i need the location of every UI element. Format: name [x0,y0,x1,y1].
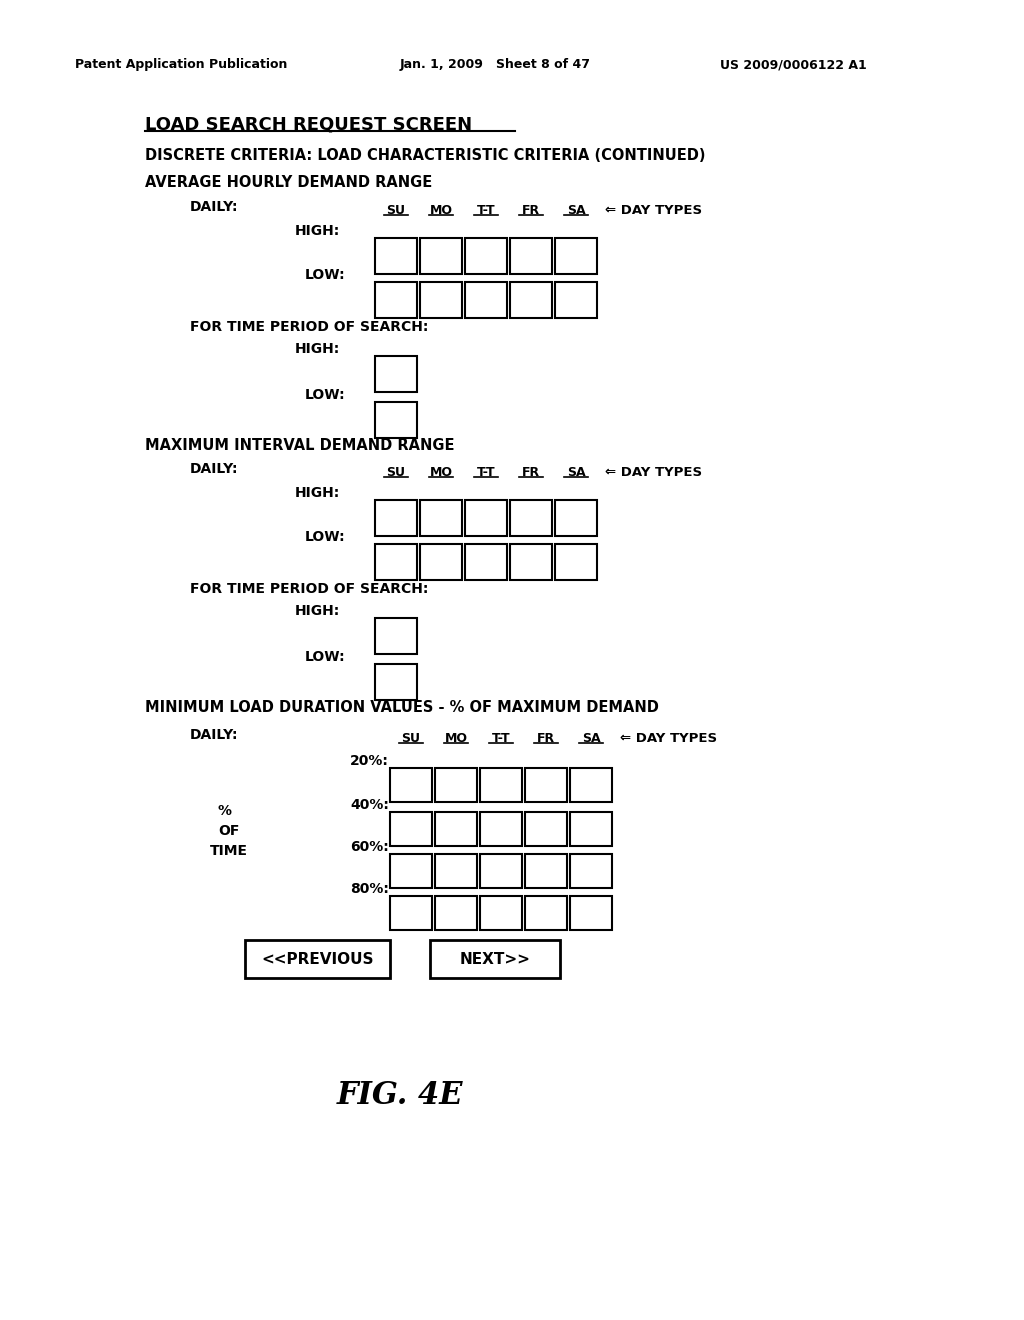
Text: LOAD SEARCH REQUEST SCREEN: LOAD SEARCH REQUEST SCREEN [145,115,472,133]
Text: HIGH:: HIGH: [295,224,340,238]
Bar [510,500,552,536]
Text: FOR TIME PERIOD OF SEARCH:: FOR TIME PERIOD OF SEARCH: [190,319,428,334]
Text: LOW:: LOW: [305,268,346,282]
Text: FR: FR [522,466,540,479]
Bar [420,544,462,579]
Text: FR: FR [537,733,555,744]
Bar [480,812,522,846]
Bar [480,854,522,888]
Text: NEXT>>: NEXT>> [460,952,530,966]
Text: 60%:: 60%: [350,840,389,854]
Bar [245,940,390,978]
Bar [390,854,432,888]
Text: LOW:: LOW: [305,388,346,403]
Bar [555,282,597,318]
Text: MINIMUM LOAD DURATION VALUES - % OF MAXIMUM DEMAND: MINIMUM LOAD DURATION VALUES - % OF MAXI… [145,700,658,715]
Text: MO: MO [429,466,453,479]
Bar [465,544,507,579]
Bar [465,282,507,318]
Text: DISCRETE CRITERIA: LOAD CHARACTERISTIC CRITERIA (CONTINUED): DISCRETE CRITERIA: LOAD CHARACTERISTIC C… [145,148,706,162]
Bar [555,544,597,579]
Bar [430,940,560,978]
Text: %: % [218,804,232,818]
Text: AVERAGE HOURLY DEMAND RANGE: AVERAGE HOURLY DEMAND RANGE [145,176,432,190]
Bar [465,238,507,275]
Text: TIME: TIME [210,843,248,858]
Bar [375,618,417,653]
Bar [525,812,567,846]
Text: OF: OF [218,824,240,838]
Bar [510,282,552,318]
Bar [390,896,432,931]
Text: HIGH:: HIGH: [295,342,340,356]
Text: T-T: T-T [477,205,496,216]
Bar [420,238,462,275]
Bar [420,500,462,536]
Bar [555,500,597,536]
Bar [525,768,567,803]
Text: 40%:: 40%: [350,799,389,812]
Bar [375,356,417,392]
Text: SU: SU [386,466,406,479]
Text: SU: SU [401,733,421,744]
Bar [510,238,552,275]
Bar [375,544,417,579]
Bar [465,500,507,536]
Text: T-T: T-T [492,733,510,744]
Bar [525,896,567,931]
Text: FIG. 4E: FIG. 4E [337,1080,463,1111]
Text: HIGH:: HIGH: [295,605,340,618]
Text: ⇐ DAY TYPES: ⇐ DAY TYPES [620,733,717,744]
Text: MO: MO [429,205,453,216]
Bar [390,812,432,846]
Bar [420,282,462,318]
Bar [510,544,552,579]
Text: DAILY:: DAILY: [190,462,239,477]
Text: US 2009/0006122 A1: US 2009/0006122 A1 [720,58,866,71]
Text: DAILY:: DAILY: [190,201,239,214]
Text: T-T: T-T [477,466,496,479]
Bar [375,664,417,700]
Text: FOR TIME PERIOD OF SEARCH:: FOR TIME PERIOD OF SEARCH: [190,582,428,597]
Bar [480,768,522,803]
Bar [570,854,612,888]
Bar [375,238,417,275]
Text: ⇐ DAY TYPES: ⇐ DAY TYPES [605,205,702,216]
Bar [375,282,417,318]
Text: 20%:: 20%: [350,754,389,768]
Text: FR: FR [522,205,540,216]
Bar [555,238,597,275]
Text: <<PREVIOUS: <<PREVIOUS [261,952,374,966]
Bar [570,768,612,803]
Text: SA: SA [582,733,600,744]
Text: DAILY:: DAILY: [190,729,239,742]
Bar [570,812,612,846]
Text: SU: SU [386,205,406,216]
Text: Jan. 1, 2009   Sheet 8 of 47: Jan. 1, 2009 Sheet 8 of 47 [400,58,591,71]
Bar [570,896,612,931]
Bar [435,896,477,931]
Bar [375,403,417,438]
Text: SA: SA [566,466,586,479]
Text: Patent Application Publication: Patent Application Publication [75,58,288,71]
Text: HIGH:: HIGH: [295,486,340,500]
Text: MO: MO [444,733,468,744]
Text: LOW:: LOW: [305,531,346,544]
Bar [390,768,432,803]
Text: MAXIMUM INTERVAL DEMAND RANGE: MAXIMUM INTERVAL DEMAND RANGE [145,438,455,453]
Bar [435,768,477,803]
Bar [525,854,567,888]
Text: SA: SA [566,205,586,216]
Bar [480,896,522,931]
Text: LOW:: LOW: [305,649,346,664]
Bar [375,500,417,536]
Text: 80%:: 80%: [350,882,389,896]
Text: ⇐ DAY TYPES: ⇐ DAY TYPES [605,466,702,479]
Bar [435,812,477,846]
Bar [435,854,477,888]
